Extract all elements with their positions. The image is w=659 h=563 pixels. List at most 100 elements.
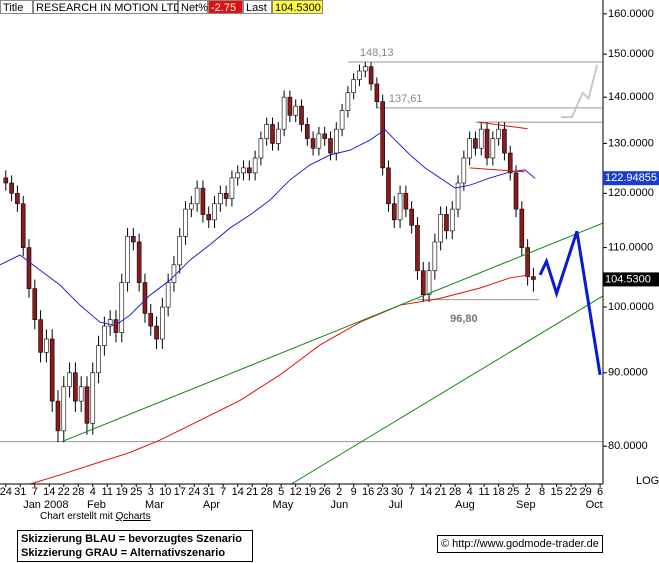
candle-body [478,128,484,149]
candle-body [49,338,55,402]
x-tick-label: 14 [420,486,432,498]
y-tick-label: 150.0000 [608,48,654,60]
candle-body [235,172,241,179]
candle-body [264,124,270,139]
candle-body [490,138,496,159]
x-tick-label: 19 [116,486,128,498]
candle-body [316,133,322,149]
candle-body [212,203,217,221]
x-tick-label: 28 [261,486,273,498]
x-tick-label: 26 [319,486,331,498]
candle-body [241,167,246,174]
month-label: Feb [87,499,106,511]
candle-body [531,276,536,280]
candle-body [189,203,194,210]
candle-body [20,203,26,248]
line [291,295,603,484]
url[interactable]: © http://www.godmode-trader.de [437,535,603,553]
x-tick-label: 19 [304,486,316,498]
candle-body [299,105,304,125]
candle-body [362,66,368,72]
candle-body [32,288,38,320]
candle-body [165,282,171,308]
last-tag: Last [243,0,272,14]
candle-body [403,193,409,210]
candle-body [484,128,490,159]
candle-body [386,167,391,205]
x-tick-label: 23 [377,486,389,498]
x-tick-label: 7 [220,486,226,498]
candle-body [322,133,327,139]
candle-body [333,128,339,154]
x-tick-label: 31 [203,486,215,498]
line [0,128,536,326]
candle-body [258,138,264,159]
candle-body [206,214,212,221]
y-tick-label: 160.0000 [608,8,654,20]
annotation: 96,80 [450,313,478,325]
candle-body [171,264,177,283]
x-tick-label: 2 [336,486,342,498]
candle-body [473,138,478,149]
x-tick-label: 31 [14,486,26,498]
candle-body [420,270,426,295]
candle-body [96,345,101,374]
candle-body [276,128,281,144]
candle-body [125,236,130,283]
month-label: Apr [203,499,220,511]
net-value: -2.75 [208,0,243,14]
candle-body [351,79,356,94]
x-tick-label: 21 [246,486,258,498]
x-tick-label: 8 [539,486,545,498]
candle-body [409,208,414,226]
x-tick-label: 4 [90,486,96,498]
line [538,230,602,376]
instrument: RESEARCH IN MOTION LTD [33,0,181,14]
candle-body [3,177,9,184]
candle-body [310,138,316,149]
price-tag [603,171,659,186]
candle-body [357,70,362,80]
candle-body [328,138,333,154]
candle-body [415,225,420,272]
candle-body [113,319,119,333]
y-tick-label: 120.0000 [608,187,654,199]
candle-body [368,66,374,85]
scale-label: LOG [636,475,659,487]
candle-body [432,241,438,272]
x-tick-label: 29 [579,486,591,498]
candle-body [397,193,403,221]
line [560,64,599,119]
candle-body [507,152,513,174]
candle-body [252,157,258,174]
legend-text: Skizzierung GRAU = Alternativszenario [21,547,226,559]
x-tick-label: 24 [0,486,12,498]
candle-body [55,400,61,432]
x-tick-label: 4 [467,486,473,498]
x-tick-label: 3 [148,486,154,498]
candle-body [391,203,397,221]
x-tick-label: 17 [174,486,186,498]
candle-body [426,270,432,295]
candle-body [339,110,345,130]
x-tick-label: 22 [565,486,577,498]
x-tick-label: 2 [525,486,531,498]
x-tick-label: 25 [130,486,142,498]
x-tick-label: 12 [290,486,302,498]
candle-body [229,177,235,199]
line [30,274,531,484]
candle-body [61,386,67,432]
candle-body [513,172,519,210]
candle-body [78,386,84,402]
candle-body [247,167,252,174]
candle-body [136,241,142,283]
month-label: Jan 2008 [23,499,68,511]
credit-link[interactable]: Qcharts [115,511,151,522]
candle-body [270,124,275,144]
candle-body [467,138,472,159]
candle-body [84,386,90,424]
x-tick-label: 28 [72,486,84,498]
y-tick-label: 100.0000 [608,301,654,313]
line [61,222,603,443]
